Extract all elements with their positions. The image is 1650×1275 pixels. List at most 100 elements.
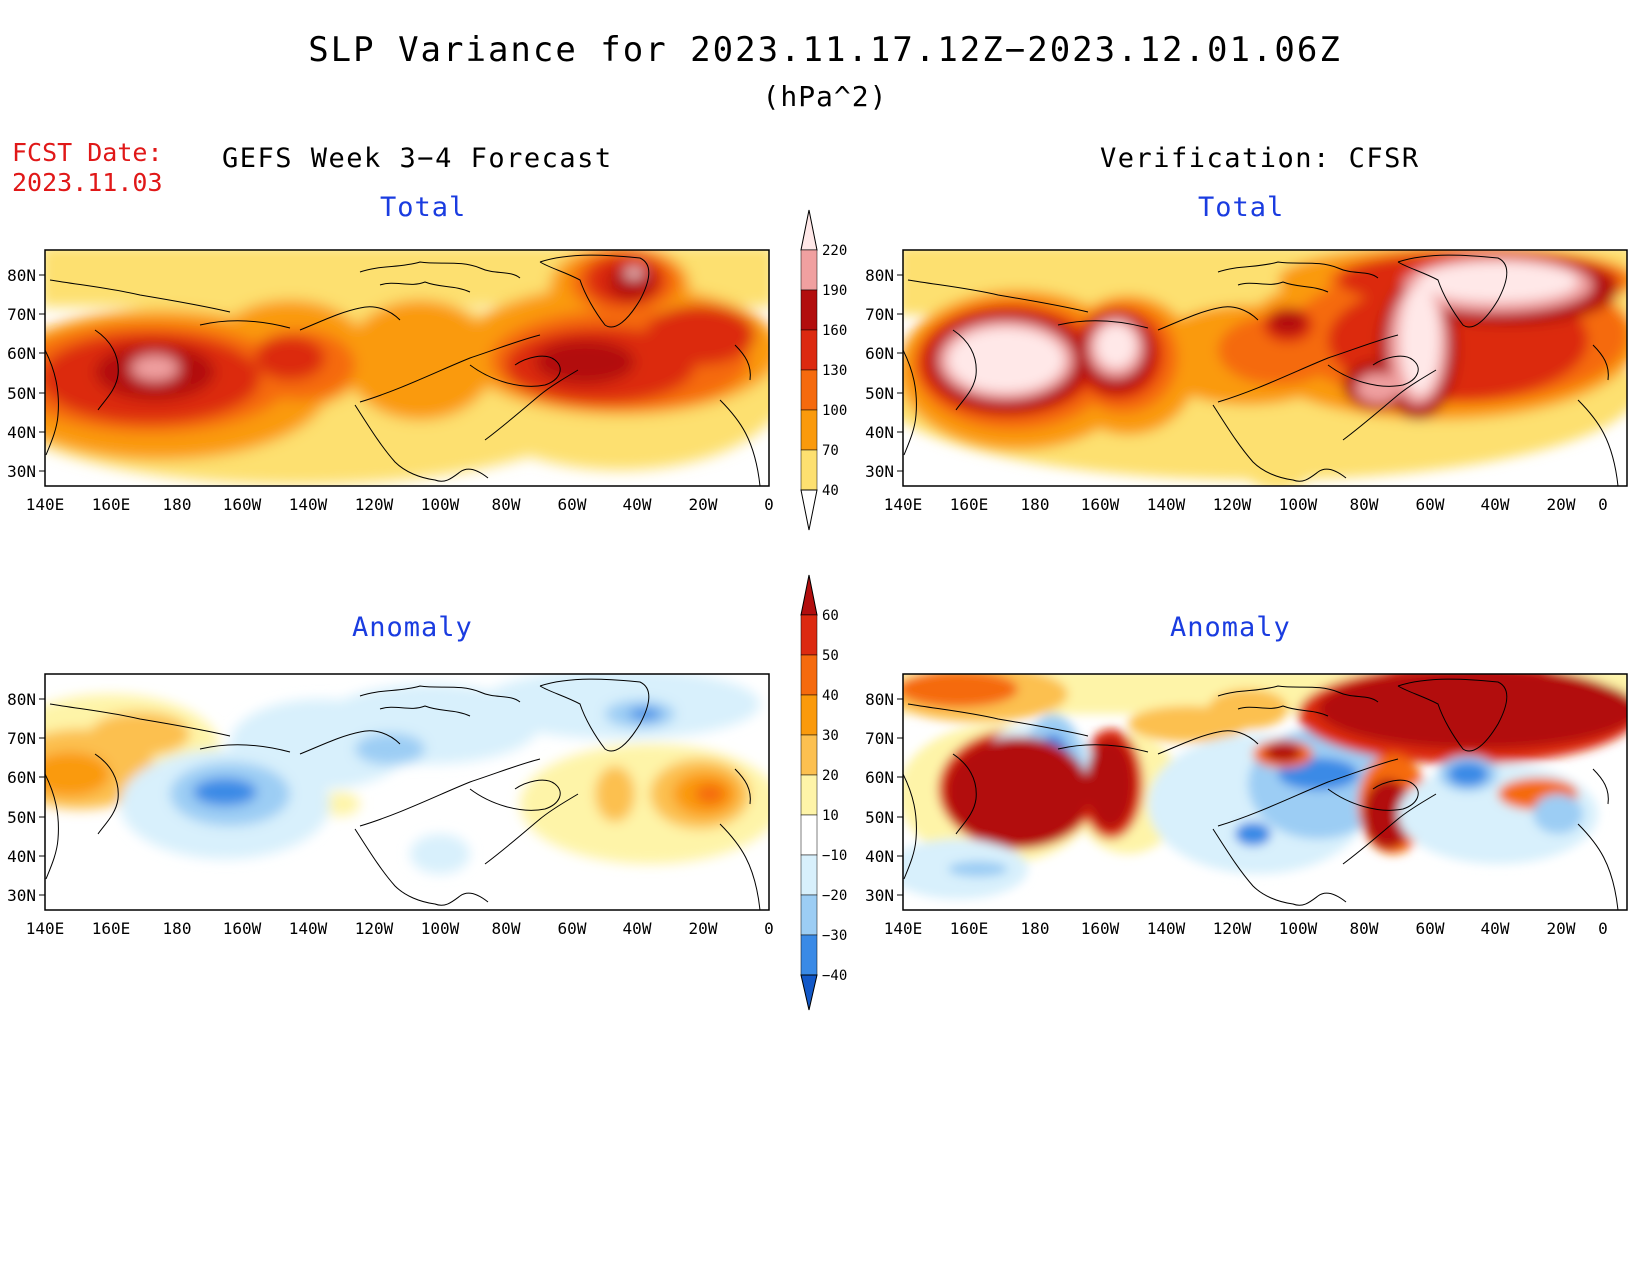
- colorbar-label: −30: [822, 928, 847, 944]
- gefs-total-subtitle: Total: [380, 192, 467, 223]
- lat-label: 30N: [7, 886, 36, 905]
- colorbar-swatch: [800, 934, 818, 976]
- lat-label: 80N: [865, 266, 894, 285]
- lat-label: 30N: [7, 462, 36, 481]
- lon-label: 180: [1021, 919, 1050, 938]
- gefs-anomaly-subtitle: Anomaly: [352, 612, 473, 643]
- colorbar-label: 10: [822, 808, 839, 824]
- lon-label: 140W: [289, 495, 328, 514]
- lon-label: 20W: [689, 495, 718, 514]
- lon-label: 40W: [623, 495, 652, 514]
- colorbar-swatch: [800, 734, 818, 776]
- lat-label: 80N: [7, 690, 36, 709]
- colorbar-swatch: [800, 329, 818, 371]
- colorbar-label: 20: [822, 768, 839, 784]
- colorbar-swatch: [800, 369, 818, 411]
- lon-label: 0: [1598, 495, 1608, 514]
- colorbar-arrow: [800, 489, 818, 531]
- lon-label: 20W: [1547, 495, 1576, 514]
- colorbar-label: 130: [822, 363, 847, 379]
- lon-label: 140W: [1147, 919, 1186, 938]
- lon-label: 180: [163, 495, 192, 514]
- lat-label: 30N: [865, 886, 894, 905]
- lon-label: 0: [1598, 919, 1608, 938]
- lon-label: 20W: [689, 919, 718, 938]
- lat-label: 60N: [7, 344, 36, 363]
- cfsr-anomaly-subtitle: Anomaly: [1170, 612, 1291, 643]
- lat-label: 50N: [865, 384, 894, 403]
- colorbar-swatch: [800, 774, 818, 816]
- lon-label: 80W: [1350, 919, 1379, 938]
- lon-label: 140W: [289, 919, 328, 938]
- lon-label: 160E: [950, 495, 989, 514]
- lon-label: 60W: [558, 919, 587, 938]
- lon-label: 180: [163, 919, 192, 938]
- colorbar-label: 70: [822, 443, 839, 459]
- colorbar-label: 100: [822, 403, 847, 419]
- colorbar-arrow: [800, 209, 818, 251]
- lon-label: 100W: [1279, 495, 1318, 514]
- lat-label: 50N: [7, 384, 36, 403]
- lon-label: 60W: [558, 495, 587, 514]
- gefs-anomaly-map: 80N 70N 60N 50N 40N 30N 140E 160E 180 160W 140W 12…: [7, 673, 774, 938]
- cfsr-total-subtitle: Total: [1198, 192, 1285, 223]
- lat-label: 40N: [7, 847, 36, 866]
- lon-label: 160W: [223, 495, 262, 514]
- gefs-total-map: 80N 70N 60N 50N 40N 30N 140E 160E 180 160W 140W 12…: [7, 249, 774, 514]
- lat-label: 40N: [7, 423, 36, 442]
- lon-label: 80W: [492, 919, 521, 938]
- colorbar-arrow: [800, 974, 818, 1011]
- lon-label: 120W: [1213, 919, 1252, 938]
- lat-label: 60N: [7, 768, 36, 787]
- lon-label: 140W: [1147, 495, 1186, 514]
- colorbar-swatch: [800, 289, 818, 331]
- colorbar-swatch: [800, 614, 818, 656]
- lat-label: 80N: [865, 690, 894, 709]
- colorbar-swatch: [800, 249, 818, 291]
- colorbar-swatch: [800, 449, 818, 491]
- lat-label: 70N: [7, 305, 36, 324]
- lon-label: 100W: [421, 495, 460, 514]
- lat-label: 50N: [7, 808, 36, 827]
- colorbar-label: −10: [822, 848, 847, 864]
- lon-label: 0: [764, 919, 774, 938]
- lon-label: 180: [1021, 495, 1050, 514]
- lon-label: 160W: [1081, 495, 1120, 514]
- colorbar-label: 40: [822, 688, 839, 704]
- lon-label: 140E: [884, 495, 923, 514]
- colorbar-label: 50: [822, 648, 839, 664]
- colorbar-label: 160: [822, 323, 847, 339]
- lon-label: 60W: [1416, 919, 1445, 938]
- lon-label: 160E: [92, 495, 131, 514]
- colorbar-label: 40: [822, 483, 839, 499]
- lon-label: 100W: [421, 919, 460, 938]
- anomaly-colorbar: 60 50 40 30 20 10 −10 −20 −30 −40: [800, 574, 847, 1011]
- lat-label: 60N: [865, 768, 894, 787]
- lon-label: 80W: [492, 495, 521, 514]
- colorbar-swatch: [800, 894, 818, 936]
- total-colorbar: 220 190 160 130 100 70 40: [800, 209, 847, 531]
- colorbar-label: 220: [822, 243, 847, 259]
- lat-label: 40N: [865, 423, 894, 442]
- lon-label: 160W: [223, 919, 262, 938]
- fcst-date-label: FCST Date:: [12, 138, 163, 167]
- lon-label: 160E: [950, 919, 989, 938]
- colorbar-arrow: [800, 574, 818, 616]
- lon-label: 140E: [26, 919, 65, 938]
- colorbar-swatch: [800, 409, 818, 451]
- cfsr-anomaly-map: 80N 70N 60N 50N 40N 30N 140E 160E 180 160W 140W 12…: [865, 673, 1628, 938]
- lat-label: 70N: [865, 729, 894, 748]
- colorbar-label: 60: [822, 608, 839, 624]
- lon-label: 40W: [1481, 919, 1510, 938]
- lat-label: 30N: [865, 462, 894, 481]
- colorbar-label: −20: [822, 888, 847, 904]
- lat-label: 50N: [865, 808, 894, 827]
- lon-label: 40W: [623, 919, 652, 938]
- colorbar-label: 30: [822, 728, 839, 744]
- colorbar-swatch: [800, 854, 818, 896]
- lon-label: 120W: [1213, 495, 1252, 514]
- colorbar-swatch: [800, 694, 818, 736]
- lat-label: 40N: [865, 847, 894, 866]
- lon-label: 160E: [92, 919, 131, 938]
- gefs-heading: GEFS Week 3−4 Forecast: [222, 143, 613, 174]
